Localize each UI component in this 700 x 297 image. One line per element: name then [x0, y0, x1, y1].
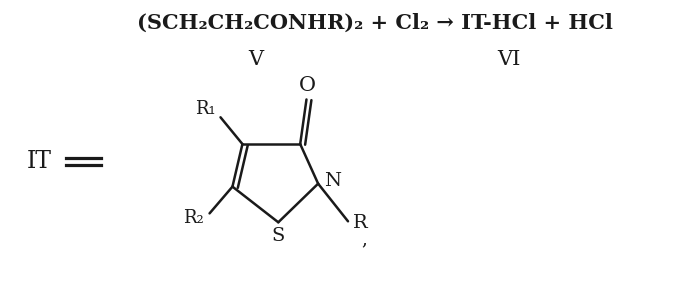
Text: (SCH₂CH₂CONHR)₂ + Cl₂ → IT-HCl + HCl: (SCH₂CH₂CONHR)₂ + Cl₂ → IT-HCl + HCl — [137, 13, 612, 33]
Text: S: S — [272, 227, 285, 245]
Text: N: N — [323, 172, 341, 190]
Text: R₂: R₂ — [183, 209, 204, 227]
Text: ,: , — [361, 230, 367, 248]
Text: R₁: R₁ — [195, 100, 216, 119]
Text: VI: VI — [498, 50, 521, 69]
Text: V: V — [248, 50, 263, 69]
Text: O: O — [299, 76, 316, 95]
Text: IT: IT — [27, 150, 51, 173]
Text: R: R — [353, 214, 368, 232]
